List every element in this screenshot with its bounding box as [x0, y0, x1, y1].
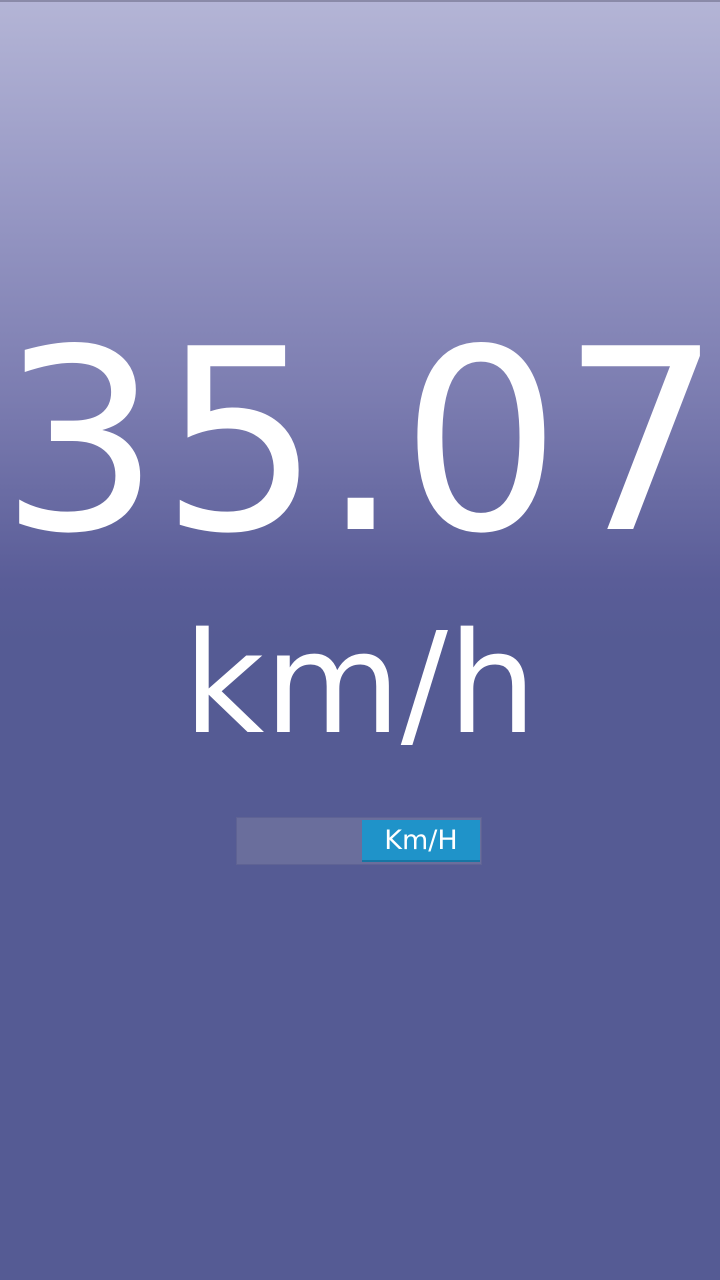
- unit-toggle-switch[interactable]: Km/H: [236, 817, 482, 865]
- speed-value: 35.07: [0, 296, 720, 589]
- status-divider: [0, 0, 720, 2]
- unit-toggle-label: Km/H: [384, 824, 458, 856]
- unit-toggle-thumb[interactable]: Km/H: [362, 820, 480, 862]
- speed-unit-label: km/h: [183, 603, 537, 766]
